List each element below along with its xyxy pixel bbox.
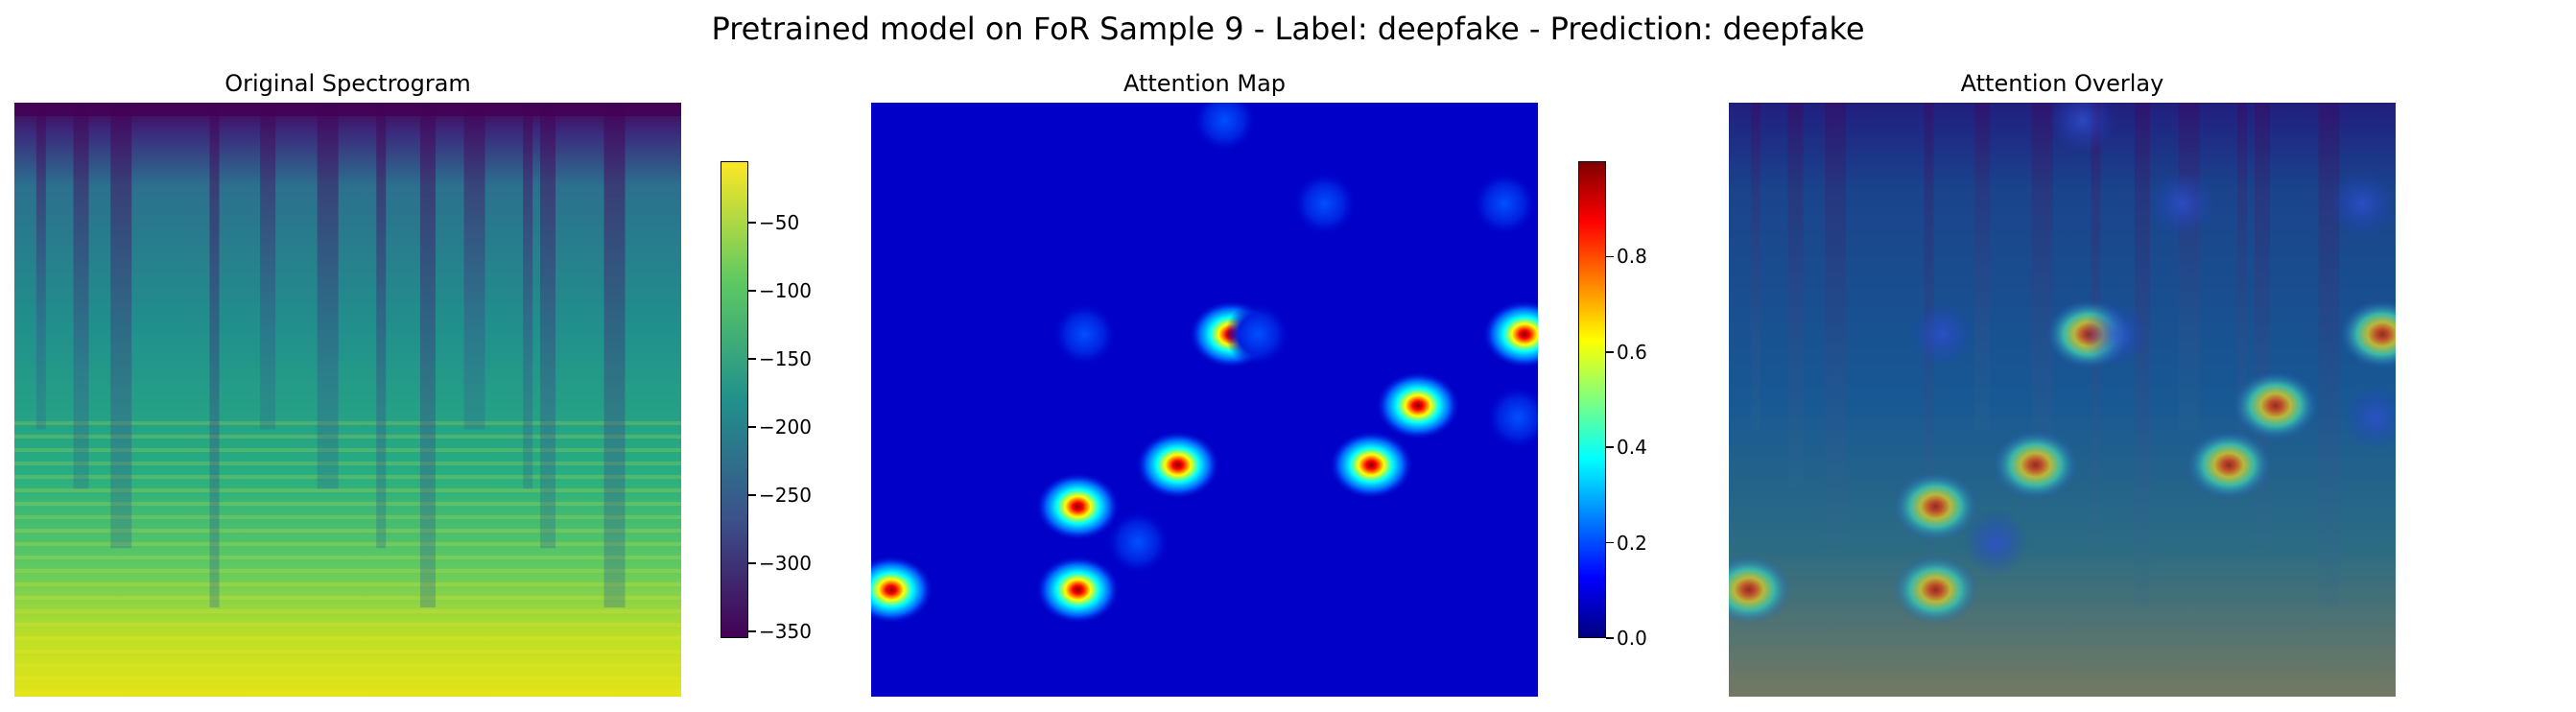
overlay-hotspot — [1993, 430, 2078, 500]
spectrogram-image — [14, 103, 681, 697]
overlay-hotspot — [2343, 385, 2396, 451]
attention-hotspot — [1135, 430, 1220, 500]
spectrogram-colorbar-tick-mark — [748, 358, 756, 360]
attention-hotspot — [1035, 472, 1121, 541]
spectrogram-band — [376, 103, 387, 549]
spectrogram-band — [73, 103, 89, 489]
overlay-hotspot — [1729, 555, 1791, 625]
attention-colorbar-tick-label: 0.4 — [1617, 436, 1647, 460]
attention-colorbar-tick-mark — [1606, 541, 1614, 544]
spectrogram-colorbar-tick-label: −250 — [759, 483, 812, 507]
spectrogram-band — [209, 103, 220, 608]
overlay-hotspot — [1893, 472, 1978, 541]
spectrogram-band — [35, 103, 46, 430]
spectrogram-band — [523, 103, 533, 489]
overlay-hotspot — [2049, 103, 2115, 154]
overlay-hotspot — [2329, 171, 2396, 237]
attention-hotspot — [1485, 385, 1538, 451]
spectrogram-colorbar-tick-label: −50 — [759, 210, 800, 234]
spectrogram-band — [110, 103, 132, 549]
spectrogram-colorbar-tick-label: −150 — [759, 346, 812, 370]
attention-colorbar-tick-mark — [1606, 446, 1614, 448]
figure-suptitle: Pretrained model on FoR Sample 9 - Label… — [711, 11, 1865, 47]
attention-colorbar-tick-mark — [1606, 351, 1614, 353]
spectrogram-colorbar-tick-label: −200 — [759, 415, 812, 439]
attention-hotspot — [1105, 510, 1170, 576]
spectrogram-colorbar-tick-mark — [748, 494, 756, 496]
overlay-hotspot — [2186, 430, 2272, 500]
spectrogram-band — [1825, 103, 1847, 549]
attention-hotspot — [1472, 171, 1538, 237]
spectrogram-band — [540, 103, 555, 549]
spectrogram-colorbar-tick-mark — [748, 630, 756, 632]
spectrogram-band — [1974, 103, 1991, 430]
spectrogram-band — [2237, 103, 2248, 489]
attention-hotspot — [1375, 370, 1460, 440]
overlay-title: Attention Overlay — [1960, 70, 2164, 97]
spectrogram-band — [2031, 103, 2053, 489]
attention-hotspot — [1052, 301, 1118, 368]
spectrogram-colorbar-tick-label: −300 — [759, 551, 812, 575]
attention-colorbar — [1578, 161, 1606, 638]
overlay-hotspot — [2083, 301, 2149, 368]
overlay-hotspot — [1893, 555, 1978, 625]
attention-hotspot — [1035, 555, 1121, 625]
spectrogram-band — [463, 103, 485, 430]
attention-hotspot — [1329, 430, 1414, 500]
attention-colorbar-tick-mark — [1606, 637, 1614, 639]
attention-hotspot — [1192, 103, 1258, 154]
spectrogram-band — [2318, 103, 2340, 608]
spectrogram-band — [2178, 103, 2200, 430]
overlay-hotspot — [2149, 171, 2215, 237]
attention-hotspot — [1482, 299, 1538, 369]
spectrogram-colorbar-tick-mark — [748, 290, 756, 292]
overlay-image — [1729, 103, 2396, 697]
spectrogram-colorbar-tick-label: −100 — [759, 278, 812, 302]
spectrogram-band — [1750, 103, 1761, 430]
attention-hotspot — [1225, 301, 1291, 368]
attention-colorbar-tick-label: 0.0 — [1617, 627, 1647, 650]
attention-map-title: Attention Map — [1123, 70, 1287, 97]
overlay-hotspot — [2233, 370, 2318, 440]
attention-colorbar-tick-label: 0.8 — [1617, 245, 1647, 269]
overlay-hotspot — [1963, 510, 2028, 576]
spectrogram-band — [1787, 103, 1804, 489]
overlay-hotspot — [2340, 299, 2396, 369]
attention-colorbar-tick-mark — [1606, 255, 1614, 258]
overlay-hotspot — [1909, 301, 1975, 368]
attention-map-image — [871, 103, 1538, 697]
spectrogram-band — [2134, 103, 2150, 608]
spectrogram-band — [419, 103, 436, 608]
spectrogram-title: Original Spectrogram — [225, 70, 471, 97]
attention-colorbar-tick-label: 0.6 — [1617, 340, 1647, 364]
spectrogram-colorbar-tick-mark — [748, 222, 756, 224]
attention-hotspot — [871, 555, 934, 625]
attention-colorbar-tick-label: 0.2 — [1617, 531, 1647, 555]
attention-hotspot — [1291, 171, 1358, 237]
spectrogram-colorbar — [721, 161, 748, 638]
spectrogram-colorbar-tick-mark — [748, 562, 756, 564]
spectrogram-colorbar-tick-label: −350 — [759, 619, 812, 643]
spectrogram-band — [260, 103, 276, 430]
spectrogram-colorbar-tick-mark — [748, 426, 756, 428]
spectrogram-band — [603, 103, 626, 608]
spectrogram-band — [317, 103, 339, 489]
